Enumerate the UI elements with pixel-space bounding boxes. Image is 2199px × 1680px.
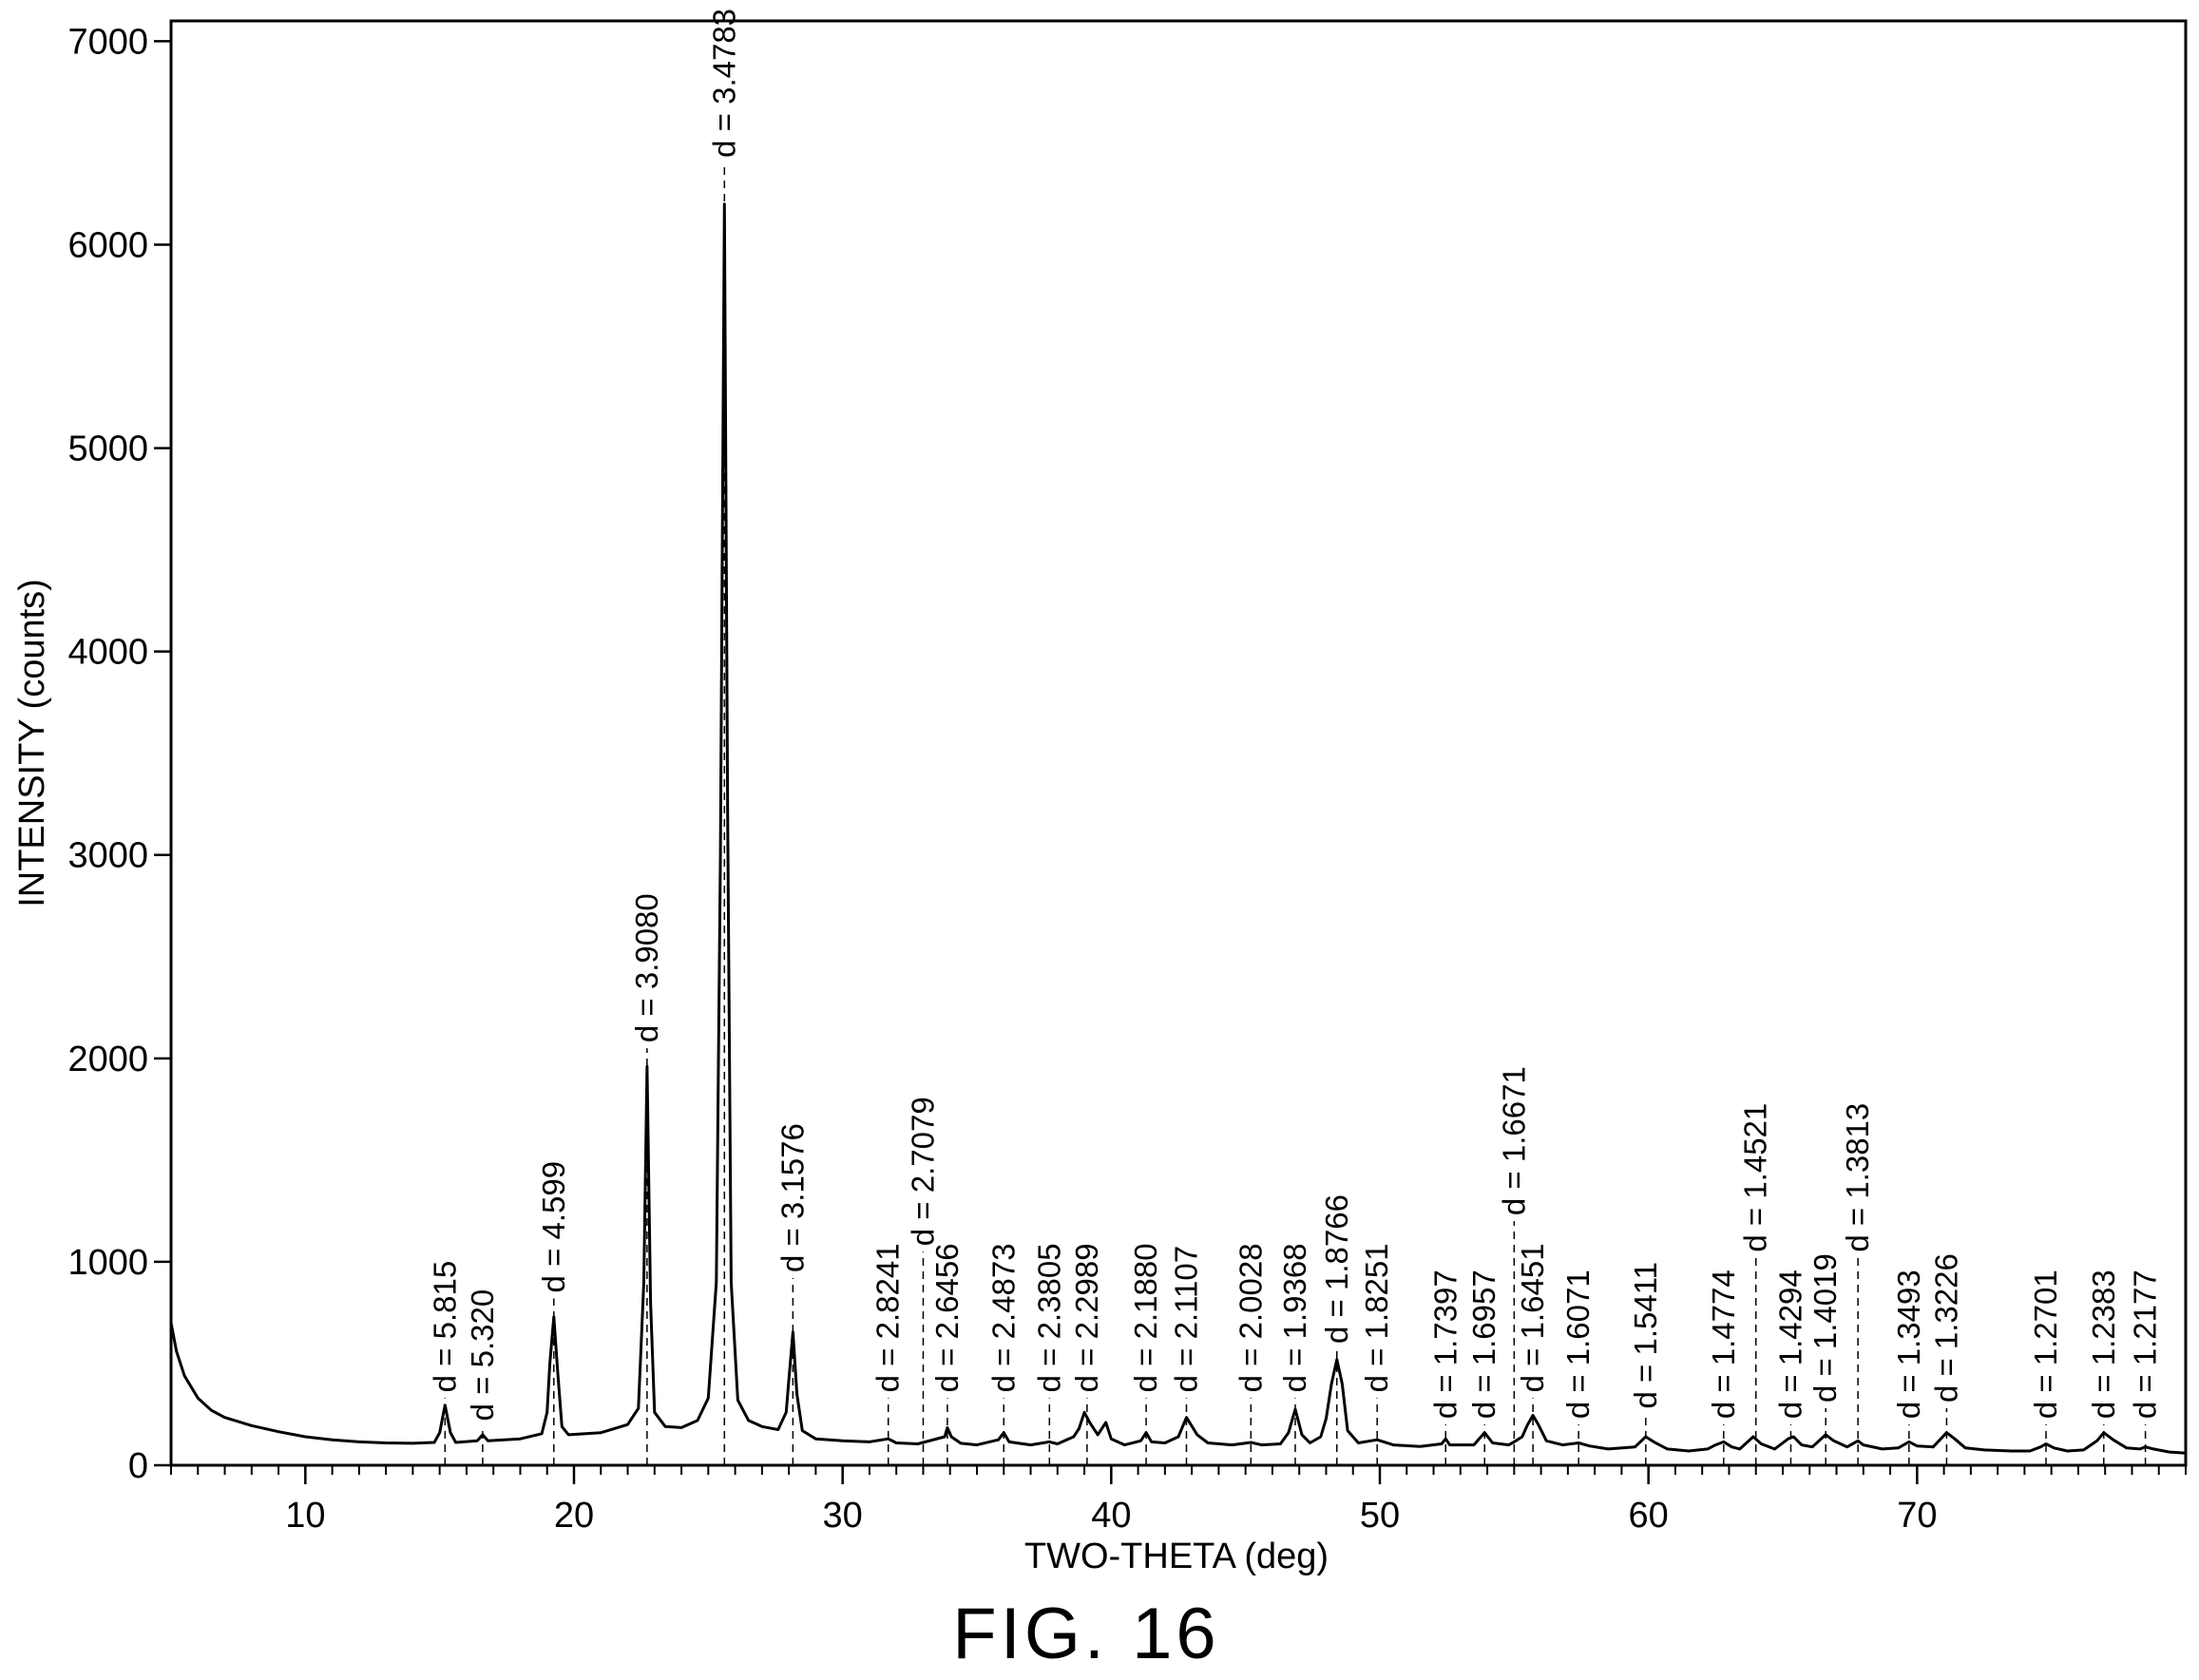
peak-d-spacing-label: d = 2.2989: [1069, 1243, 1104, 1392]
peak-annotations: d = 5.815 d = 5.320 d = 4.599 d = 3.9080 d =…: [427, 9, 2163, 1465]
y-tick-label: 5000: [67, 430, 148, 469]
peak-d-spacing-label: d = 5.815: [427, 1261, 462, 1393]
peak-d-spacing-label: d = 2.8241: [870, 1243, 906, 1392]
peak-d-spacing-label: d = 1.2177: [2128, 1270, 2163, 1419]
peak-d-spacing-label: d = 2.7079: [905, 1097, 940, 1246]
peak-d-spacing-label: d = 2.4873: [985, 1243, 1021, 1392]
x-tick-label: 40: [1091, 1496, 1131, 1536]
peak-d-spacing-label: d = 1.3226: [1928, 1253, 1963, 1403]
x-tick-label: 60: [1629, 1496, 1669, 1536]
peak-d-spacing-label: d = 1.6451: [1515, 1243, 1550, 1392]
peak-d-spacing-label: d = 1.2383: [2086, 1270, 2121, 1419]
x-tick-label: 50: [1360, 1496, 1400, 1536]
peak-d-spacing-label: d = 1.4294: [1772, 1270, 1807, 1419]
peak-d-spacing-label: d = 3.4783: [706, 9, 741, 158]
y-tick-label: 3000: [67, 836, 148, 876]
figure-caption: FIG. 16: [952, 1594, 1219, 1674]
peak-d-spacing-label: d = 4.599: [536, 1161, 571, 1293]
peak-d-spacing-label: d = 2.0028: [1233, 1243, 1268, 1392]
x-axis-title: TWO-THETA (deg): [1024, 1537, 1329, 1576]
peak-d-spacing-label: d = 1.4774: [1706, 1270, 1741, 1419]
y-axis: 0 1000 2000 3000 4000 5000 6000 7000: [67, 22, 171, 1486]
x-tick-label: 70: [1897, 1496, 1937, 1536]
y-tick-label: 7000: [67, 22, 148, 62]
peak-d-spacing-label: d = 1.2701: [2028, 1270, 2063, 1419]
x-tick-label: 30: [823, 1496, 863, 1536]
peak-d-spacing-label: d = 2.1107: [1168, 1246, 1203, 1392]
y-tick-label: 1000: [67, 1243, 148, 1283]
peak-d-spacing-label: d = 1.3493: [1891, 1270, 1926, 1419]
plot-frame: [169, 19, 2188, 1467]
y-tick-label: 0: [128, 1446, 148, 1486]
peak-d-spacing-label: d = 1.3813: [1840, 1103, 1875, 1252]
peak-d-spacing-label: d = 2.6456: [929, 1243, 965, 1392]
peak-d-spacing-label: d = 1.8766: [1319, 1194, 1354, 1344]
x-axis: 10 20 30 40 50 60 70: [170, 1465, 2187, 1536]
peak-d-spacing-label: d = 1.5411: [1628, 1262, 1663, 1408]
peak-d-spacing-label: d = 1.6071: [1560, 1270, 1596, 1419]
peak-d-spacing-label: d = 2.3805: [1031, 1243, 1066, 1392]
x-tick-label: 20: [554, 1496, 594, 1536]
peak-d-spacing-label: d = 1.6957: [1466, 1270, 1501, 1419]
peak-d-spacing-label: d = 5.320: [465, 1289, 500, 1422]
peak-d-spacing-label: d = 3.1576: [774, 1123, 810, 1272]
peak-d-spacing-label: d = 1.9368: [1277, 1243, 1312, 1392]
series-line-intensity: [169, 202, 2187, 1455]
x-tick-label: 10: [285, 1496, 325, 1536]
peak-d-spacing-label: d = 1.4019: [1807, 1253, 1843, 1403]
peak-d-spacing-label: d = 1.8251: [1359, 1243, 1394, 1392]
y-tick-label: 2000: [67, 1040, 148, 1079]
peak-d-spacing-label: d = 3.9080: [629, 893, 664, 1042]
y-tick-label: 6000: [67, 225, 148, 265]
y-axis-title: INTENSITY (counts): [12, 579, 52, 907]
peak-d-spacing-label: d = 1.6671: [1496, 1066, 1531, 1215]
y-tick-label: 4000: [67, 633, 148, 673]
peak-d-spacing-label: d = 1.7397: [1427, 1270, 1463, 1419]
peak-d-spacing-label: d = 1.4521: [1738, 1103, 1773, 1252]
peak-d-spacing-label: d = 2.1880: [1128, 1243, 1163, 1392]
